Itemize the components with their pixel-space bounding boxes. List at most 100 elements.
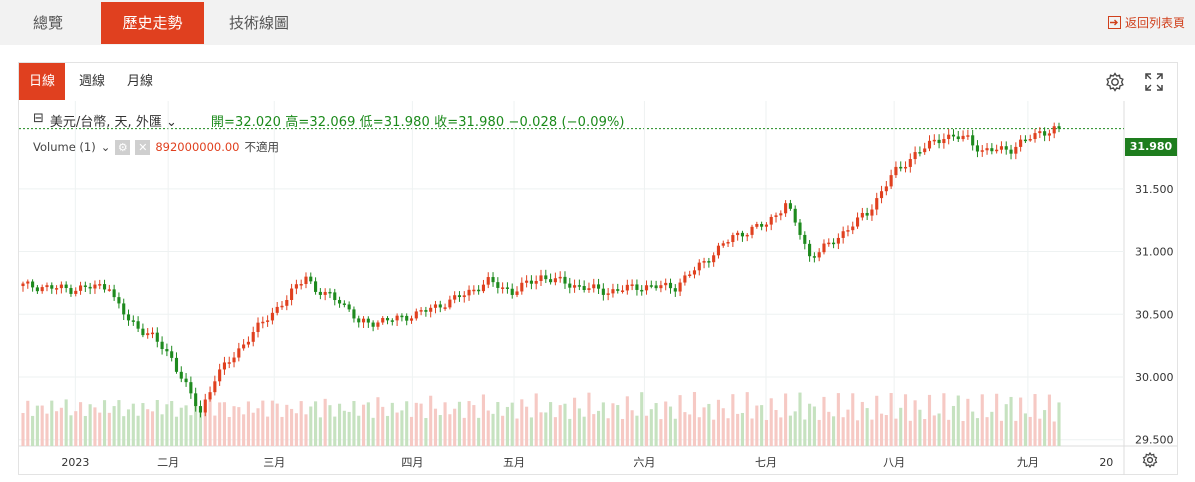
volume-bar bbox=[59, 407, 63, 446]
candle-body bbox=[654, 285, 658, 289]
back-to-list-link[interactable]: 返回列表頁 bbox=[1107, 14, 1185, 31]
candle-body bbox=[352, 309, 356, 319]
volume-bar bbox=[501, 415, 505, 446]
candle-body bbox=[764, 224, 768, 227]
volume-bar bbox=[659, 419, 663, 446]
candle-body bbox=[760, 224, 764, 227]
volume-bar bbox=[453, 408, 457, 446]
volume-bar bbox=[275, 403, 279, 446]
candle-body bbox=[347, 304, 351, 310]
volume-bar bbox=[309, 406, 313, 446]
tab-history[interactable]: 歷史走勢 bbox=[101, 2, 204, 44]
candle-body bbox=[779, 213, 783, 216]
volume-bar bbox=[491, 413, 495, 446]
candle-body bbox=[1023, 139, 1027, 142]
volume-bar bbox=[827, 411, 831, 446]
volume-bar bbox=[774, 409, 778, 446]
volume-bar bbox=[942, 393, 946, 446]
candle-body bbox=[280, 305, 284, 308]
volume-bar bbox=[198, 411, 203, 446]
candle-body bbox=[409, 318, 414, 321]
volume-bar bbox=[266, 416, 270, 446]
candle-body bbox=[808, 243, 812, 257]
volume-bar bbox=[539, 412, 543, 446]
symbol-label[interactable]: 美元/台幣, 天, 外匯 ⌄ bbox=[49, 115, 177, 130]
candle-body bbox=[510, 288, 514, 295]
volume-bar bbox=[520, 399, 524, 446]
candle-body bbox=[736, 232, 740, 236]
candle-body bbox=[429, 307, 433, 312]
volume-bar bbox=[107, 412, 111, 446]
candle-body bbox=[112, 289, 116, 298]
candle-body bbox=[520, 282, 524, 292]
candle-body bbox=[640, 289, 644, 292]
volume-bar bbox=[956, 395, 960, 446]
candle-body bbox=[659, 285, 663, 289]
candle-body bbox=[294, 284, 298, 289]
volume-bar bbox=[102, 400, 107, 446]
candle-body bbox=[1038, 131, 1042, 134]
volume-bar bbox=[433, 408, 438, 446]
candle-body bbox=[237, 348, 241, 358]
candle-body bbox=[261, 321, 265, 324]
volume-bar bbox=[793, 411, 797, 446]
volume-bar bbox=[304, 414, 308, 446]
volume-close-icon[interactable]: ✕ bbox=[135, 139, 151, 155]
volume-bar bbox=[726, 418, 730, 446]
candle-body bbox=[846, 230, 850, 232]
collapse-icon[interactable]: ⊟ bbox=[33, 111, 44, 126]
candle-body bbox=[750, 226, 754, 235]
volume-bar bbox=[184, 405, 188, 446]
volume-bar bbox=[836, 393, 840, 446]
candle-body bbox=[726, 242, 730, 244]
volume-settings-icon[interactable]: ⚙ bbox=[115, 139, 131, 155]
volume-bar bbox=[721, 408, 725, 446]
x-tick-label: 三月 bbox=[263, 456, 285, 469]
volume-bar bbox=[908, 420, 912, 446]
candle-body bbox=[611, 289, 615, 294]
volume-bar bbox=[414, 402, 418, 446]
candle-body bbox=[745, 234, 749, 237]
volume-bar bbox=[932, 415, 936, 446]
period-monthly[interactable]: 月線 bbox=[126, 74, 153, 89]
candle-body bbox=[956, 136, 960, 140]
volume-label[interactable]: Volume (1) bbox=[33, 140, 96, 154]
chevron-down-icon[interactable]: ⌄ bbox=[100, 140, 111, 154]
volume-bar bbox=[529, 417, 533, 446]
axis-settings-icon[interactable] bbox=[1141, 451, 1159, 469]
candle-body bbox=[472, 289, 476, 292]
volume-bar bbox=[179, 407, 183, 446]
candle-body bbox=[985, 148, 989, 151]
candle-body bbox=[630, 284, 634, 286]
candle-body bbox=[232, 357, 236, 363]
candle-body bbox=[323, 291, 327, 295]
candle-body bbox=[879, 191, 884, 199]
tab-overview[interactable]: 總覽 bbox=[0, 2, 96, 44]
volume-bar bbox=[270, 400, 274, 446]
volume-bar bbox=[155, 400, 159, 446]
period-daily[interactable]: 日線 bbox=[19, 63, 65, 100]
candle-body bbox=[122, 303, 126, 315]
candle-body bbox=[189, 382, 193, 394]
price-chart[interactable]: 31.500 31.000 30.500 30.000 29.500 2023 二月 三月 四月… bbox=[19, 101, 1177, 475]
candle-body bbox=[841, 231, 845, 238]
candle-body bbox=[218, 369, 222, 382]
candle-body bbox=[486, 277, 490, 285]
period-weekly[interactable]: 週線 bbox=[78, 74, 105, 89]
settings-gear-icon[interactable] bbox=[1104, 71, 1126, 93]
volume-bar bbox=[290, 408, 294, 446]
tab-technical-chart[interactable]: 技術線圖 bbox=[209, 2, 309, 44]
candle-body bbox=[697, 262, 701, 271]
volume-bar bbox=[160, 414, 164, 446]
y-tick-label: 30.500 bbox=[1135, 308, 1174, 321]
volume-bar bbox=[654, 403, 658, 446]
volume-bar bbox=[870, 419, 874, 446]
volume-bar bbox=[587, 392, 591, 446]
volume-bar bbox=[481, 394, 486, 446]
volume-bar bbox=[1033, 394, 1037, 446]
candle-body bbox=[860, 212, 864, 218]
volume-bar bbox=[630, 410, 634, 446]
fullscreen-icon[interactable] bbox=[1143, 71, 1165, 93]
candle-body bbox=[184, 378, 188, 383]
volume-bar bbox=[884, 415, 888, 446]
